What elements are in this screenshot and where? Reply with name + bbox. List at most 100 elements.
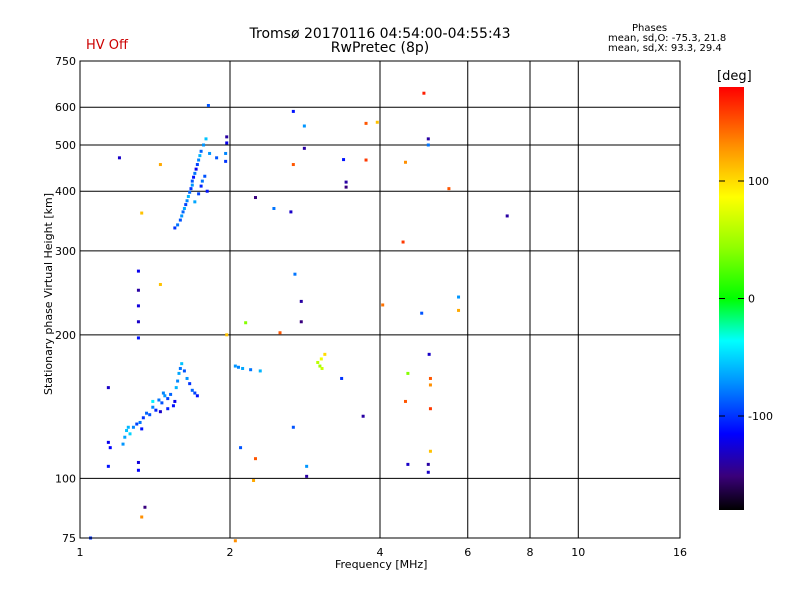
data-point: [123, 435, 127, 439]
data-point: [106, 464, 110, 468]
data-point: [174, 386, 178, 390]
data-point: [135, 422, 139, 426]
data-point: [447, 187, 451, 191]
data-point: [136, 320, 140, 324]
y-tick-label: 300: [55, 245, 76, 258]
data-point: [190, 388, 194, 392]
data-point: [182, 206, 186, 210]
data-point: [457, 308, 461, 312]
phases-x-stats: mean, sd,X: 93.3, 29.4: [608, 43, 722, 54]
data-point: [106, 440, 110, 444]
data-point: [166, 397, 170, 401]
data-point: [136, 460, 140, 464]
data-point: [192, 175, 196, 179]
data-point: [189, 187, 193, 191]
data-point: [272, 206, 276, 210]
data-point: [136, 304, 140, 308]
data-point: [108, 446, 112, 450]
data-point: [171, 404, 175, 408]
data-point: [158, 163, 162, 167]
data-point: [188, 190, 192, 194]
data-point: [505, 214, 509, 218]
colorbar-tick-label: 0: [748, 293, 755, 306]
data-point: [180, 362, 184, 366]
y-tick-label: 400: [55, 185, 76, 198]
data-point: [131, 425, 135, 429]
data-point: [225, 141, 229, 145]
data-point: [361, 414, 365, 418]
data-point: [184, 203, 188, 207]
data-point: [252, 478, 256, 482]
phases-title: Phases: [632, 23, 668, 34]
data-point: [364, 158, 368, 162]
data-point: [428, 383, 432, 387]
data-point: [197, 192, 201, 196]
data-point: [125, 429, 129, 433]
data-point: [406, 371, 410, 375]
data-point: [157, 398, 161, 402]
hv-status-label: HV Off: [86, 38, 128, 53]
plot-frame: [79, 60, 681, 539]
data-point: [176, 379, 180, 383]
data-point: [117, 156, 121, 160]
data-point: [140, 427, 144, 431]
data-point: [208, 151, 212, 155]
x-tick-label: 1: [77, 546, 84, 559]
data-point: [140, 515, 144, 519]
data-point: [291, 425, 295, 429]
y-tick-label: 200: [55, 329, 76, 342]
data-point: [163, 394, 167, 398]
data-point: [225, 333, 229, 337]
data-point: [200, 179, 204, 183]
x-axis-label: Frequency [MHz]: [335, 558, 428, 571]
data-point: [206, 104, 210, 108]
data-point: [299, 320, 303, 324]
data-point: [126, 425, 130, 429]
data-point: [422, 91, 426, 95]
data-point: [319, 357, 323, 361]
data-point: [193, 391, 197, 395]
data-point: [302, 124, 306, 128]
data-point: [166, 407, 170, 411]
data-point: [193, 200, 197, 204]
data-point: [198, 154, 202, 158]
data-point: [141, 416, 145, 420]
data-point: [239, 446, 243, 450]
data-point: [151, 405, 155, 409]
data-point: [205, 189, 209, 193]
data-point: [173, 226, 177, 230]
data-point: [140, 211, 144, 215]
y-tick-label: 600: [55, 101, 76, 114]
data-point: [224, 159, 228, 163]
data-point: [278, 331, 282, 335]
plot-grid: [80, 61, 680, 538]
data-point: [364, 121, 368, 125]
data-point: [199, 184, 203, 188]
data-point: [344, 180, 348, 184]
phases-o-stats: mean, sd,O: -75.3, 21.8: [608, 33, 727, 44]
data-point: [195, 163, 199, 167]
data-point: [427, 352, 431, 356]
data-point: [293, 272, 297, 276]
data-point: [342, 158, 346, 162]
data-point: [305, 474, 309, 478]
data-point: [426, 143, 430, 147]
data-point: [185, 376, 189, 380]
data-point: [136, 288, 140, 292]
data-point: [289, 210, 293, 214]
data-point: [169, 392, 173, 396]
data-point: [203, 174, 207, 178]
data-point: [253, 457, 257, 461]
data-point: [236, 365, 240, 369]
data-point: [291, 109, 295, 113]
data-point: [224, 151, 228, 155]
data-point: [136, 269, 140, 273]
y-tick-label: 75: [62, 532, 76, 545]
data-point: [457, 295, 461, 299]
data-point: [136, 468, 140, 472]
data-point: [249, 368, 253, 372]
x-tick-label: 2: [227, 546, 234, 559]
data-point: [305, 464, 309, 468]
data-point: [151, 399, 155, 403]
